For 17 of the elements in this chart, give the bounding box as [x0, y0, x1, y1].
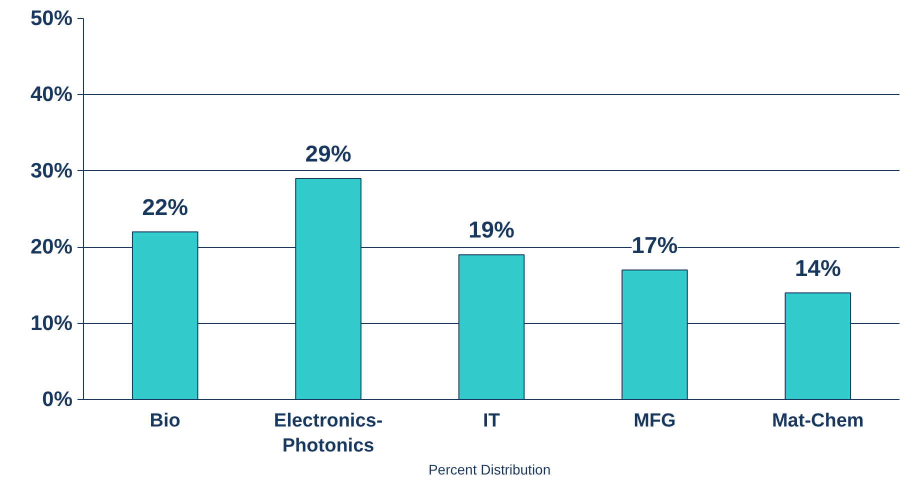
y-tick-label: 30% [30, 159, 73, 182]
x-tick-label: MFG [634, 410, 676, 432]
y-tick-label: 10% [30, 312, 73, 335]
y-tick-label: 0% [42, 388, 73, 411]
y-tick-label: 40% [30, 83, 73, 106]
x-tick-label: IT [483, 410, 500, 432]
data-label: 29% [305, 140, 352, 167]
x-axis-title: Percent Distribution [428, 462, 551, 478]
data-label: 22% [142, 194, 188, 220]
x-tick-label: Mat-Chem [772, 410, 864, 432]
x-tick-label: Electronics-Photonics [274, 410, 383, 457]
y-tick-label: 20% [30, 236, 73, 259]
data-label: 17% [632, 232, 678, 258]
data-label: 14% [794, 254, 841, 281]
x-tick-label: Bio [150, 410, 180, 432]
data-label: 19% [468, 216, 515, 243]
y-tick-label: 50% [30, 7, 73, 30]
